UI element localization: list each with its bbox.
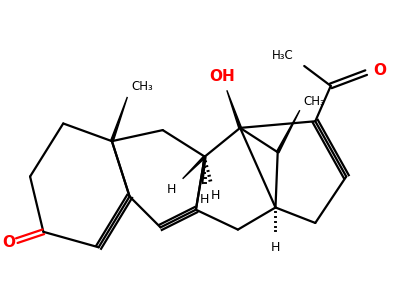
Text: H: H [271,241,280,254]
Polygon shape [276,110,300,153]
Text: H: H [167,183,176,196]
Text: CH₃: CH₃ [131,80,153,93]
Text: H: H [211,189,220,202]
Polygon shape [111,97,127,142]
Text: H: H [200,193,210,206]
Polygon shape [202,157,206,184]
Text: OH: OH [210,69,235,84]
Polygon shape [183,156,206,179]
Text: CH₃: CH₃ [303,95,325,108]
Text: O: O [2,236,15,250]
Text: O: O [373,63,386,78]
Polygon shape [227,90,241,128]
Text: H₃C: H₃C [272,49,293,62]
